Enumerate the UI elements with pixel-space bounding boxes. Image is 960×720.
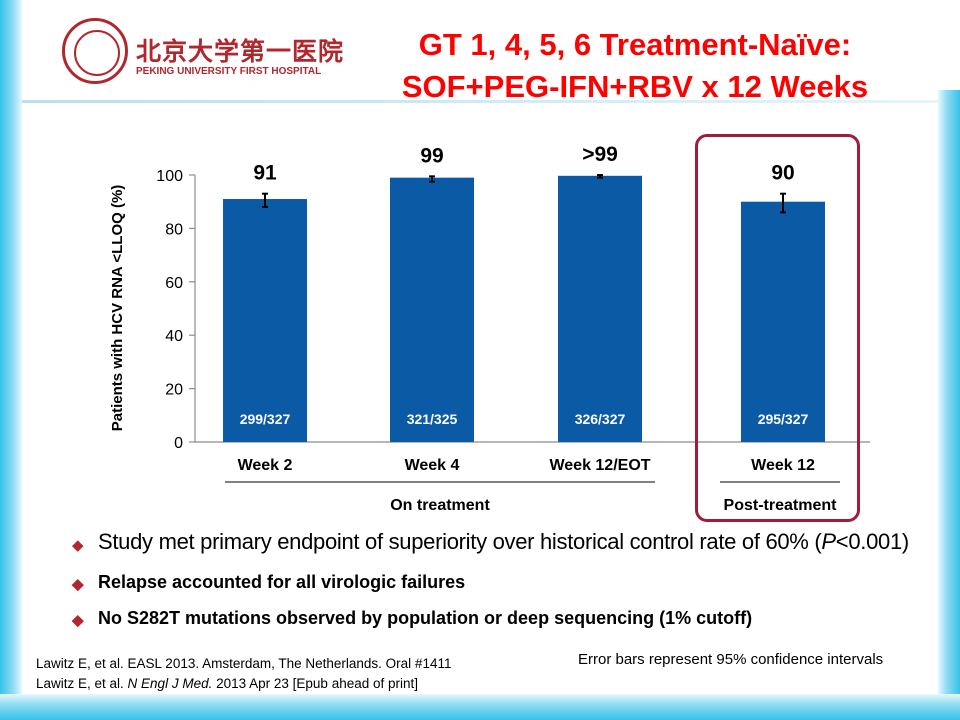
post-treatment-highlight-box xyxy=(695,134,860,522)
bar xyxy=(741,201,825,442)
logo-english-name: PEKING UNIVERSITY FIRST HOSPITAL xyxy=(136,66,322,77)
logo-chinese-name: 北京大学第一医院 xyxy=(136,38,345,66)
bar-fraction-label: 299/327 xyxy=(240,411,291,427)
diamond-bullet-icon: ◆ xyxy=(72,576,84,593)
diamond-bullet-icon: ◆ xyxy=(72,537,84,554)
slide-title: GT 1, 4, 5, 6 Treatment-Naïve: SOF+PEG-I… xyxy=(340,24,930,108)
y-tick-label: 40 xyxy=(165,328,183,345)
frame-right-decoration xyxy=(938,90,960,720)
bullet-list: ◆ Study met primary endpoint of superior… xyxy=(72,527,942,639)
bullet-item-primary-endpoint: ◆ Study met primary endpoint of superior… xyxy=(72,527,942,567)
x-tick-label: Week 12 xyxy=(751,457,815,474)
university-seal-icon xyxy=(62,18,128,84)
title-line-1: GT 1, 4, 5, 6 Treatment-Naïve: xyxy=(418,27,852,62)
reference-1: Lawitz E, et al. EASL 2013. Amsterdam, T… xyxy=(36,656,452,671)
bar-fraction-label: 326/327 xyxy=(575,411,626,427)
hospital-logo: 北京大学第一医院 PEKING UNIVERSITY FIRST HOSPITA… xyxy=(62,18,345,86)
bar-chart: Patients with HCV RNA <LLOQ (%) 0 20 40 60 80… xyxy=(109,143,870,514)
y-tick-label: 20 xyxy=(165,382,183,399)
data-label: 91 xyxy=(253,162,277,185)
data-label: 90 xyxy=(771,162,794,185)
x-tick-label: Week 2 xyxy=(238,457,293,474)
bar xyxy=(558,175,642,442)
bullet-item-relapse: ◆ Relapse accounted for all virologic fa… xyxy=(72,567,942,603)
bar-fraction-label: 321/325 xyxy=(407,411,458,427)
data-label: >99 xyxy=(582,143,618,166)
x-tick-label: Week 4 xyxy=(405,457,460,474)
group-label-post-treatment: Post-treatment xyxy=(724,497,838,514)
reference-2: Lawitz E, et al. N Engl J Med. 2013 Apr … xyxy=(36,676,419,691)
bar-fraction-label: 295/327 xyxy=(758,411,809,427)
y-tick-label: 0 xyxy=(174,435,183,452)
error-bar-note: Error bars represent 95% confidence inte… xyxy=(578,651,884,668)
frame-bottom-decoration xyxy=(0,694,960,720)
diamond-bullet-icon: ◆ xyxy=(72,612,84,629)
frame-left-decoration xyxy=(0,0,22,720)
data-label: 99 xyxy=(420,144,443,167)
y-tick-label: 100 xyxy=(156,168,183,185)
bar xyxy=(223,199,307,442)
bullet-item-s282t: ◆ No S282T mutations observed by populat… xyxy=(72,603,942,639)
header-divider xyxy=(22,100,938,103)
y-tick-label: 60 xyxy=(165,275,183,292)
bar xyxy=(390,177,474,443)
group-label-on-treatment: On treatment xyxy=(390,497,490,514)
x-tick-label: Week 12/EOT xyxy=(549,457,650,474)
y-tick-label: 80 xyxy=(165,221,183,238)
references: Lawitz E, et al. EASL 2013. Amsterdam, T… xyxy=(36,654,451,694)
title-line-2: SOF+PEG-IFN+RBV x 12 Weeks xyxy=(401,69,869,104)
y-axis-label: Patients with HCV RNA <LLOQ (%) xyxy=(109,185,126,432)
